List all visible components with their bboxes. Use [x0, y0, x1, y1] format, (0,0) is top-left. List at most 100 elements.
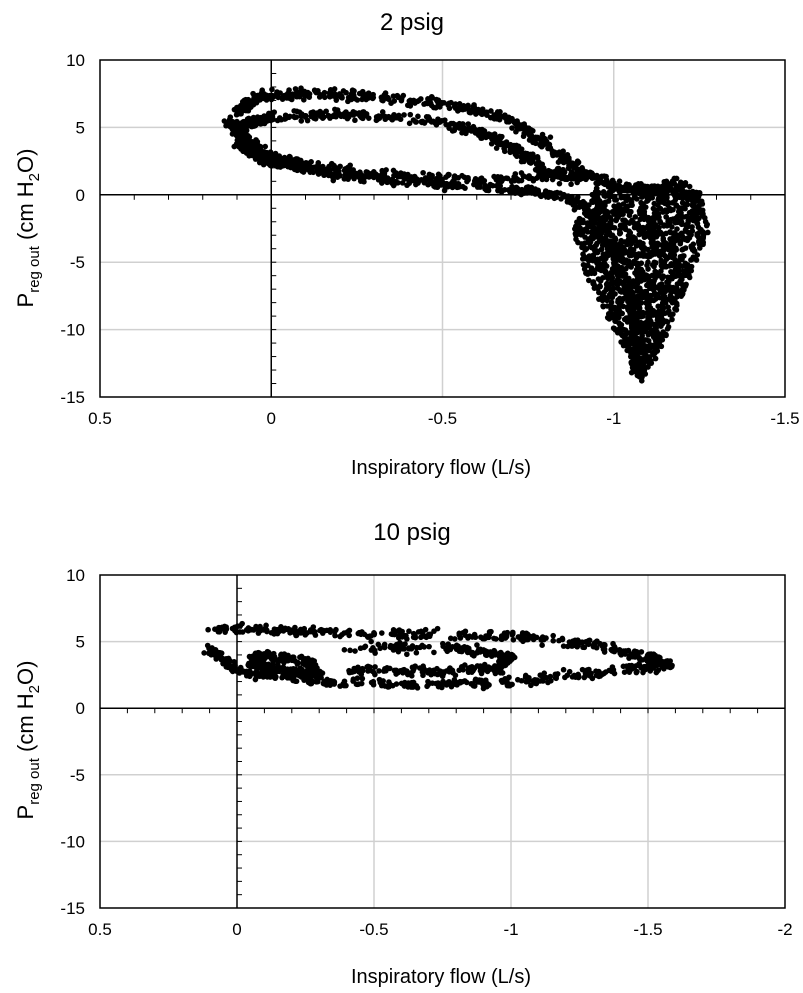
scatter-point [294, 167, 301, 174]
scatter-point [605, 225, 611, 232]
scatter-point [283, 626, 290, 633]
scatter-point [484, 112, 490, 118]
scatter-point [626, 317, 633, 323]
scatter-point [558, 155, 564, 162]
scatter-point [674, 226, 680, 232]
scatter-point [287, 113, 293, 120]
scatter-point [664, 284, 671, 290]
scatter-point [390, 93, 397, 99]
scatter-point [593, 185, 600, 192]
scatter-point [346, 632, 352, 639]
scatter-point [686, 209, 693, 216]
scatter-point [278, 624, 284, 630]
y-tick-label: 5 [76, 633, 85, 652]
scatter-point [625, 294, 631, 301]
scatter-point [633, 669, 640, 676]
scatter-point [335, 110, 342, 116]
scatter-point [539, 642, 545, 648]
scatter-point [302, 632, 309, 638]
scatter-point [663, 256, 670, 262]
scatter-point [610, 291, 617, 297]
scatter-point [631, 309, 638, 315]
scatter-point [260, 157, 266, 163]
scatter-point [331, 86, 338, 92]
scatter-point [356, 110, 362, 116]
y-tick-label: -15 [60, 899, 85, 918]
scatter-point [680, 253, 686, 259]
scatter-point [421, 179, 428, 186]
scatter-point [427, 180, 434, 187]
scatter-point [407, 111, 414, 118]
scatter-point [608, 238, 615, 245]
scatter-point [379, 109, 386, 115]
scatter-point [689, 224, 695, 230]
y-label-unit-pre: (cm H [13, 181, 38, 240]
scatter-point [648, 188, 654, 194]
scatter-point [682, 180, 689, 186]
scatter-point [636, 188, 643, 194]
scatter-point [341, 678, 348, 685]
scatter-point [420, 663, 426, 670]
scatter-point [535, 187, 541, 194]
scatter-point [510, 652, 516, 659]
scatter-point [350, 172, 356, 179]
scatter-point [302, 161, 309, 168]
scatter-point [482, 635, 489, 641]
scatter-point [336, 173, 343, 179]
scatter-point [420, 672, 426, 679]
scatter-point [624, 305, 631, 312]
scatter-point [343, 682, 349, 689]
scatter-point [631, 224, 638, 231]
scatter-point [566, 668, 573, 675]
scatter-point [658, 268, 664, 274]
scatter-point [595, 258, 602, 264]
scatter-point [609, 177, 616, 184]
scatter-point [608, 286, 615, 293]
scatter-point [310, 624, 317, 630]
scatter-point [272, 158, 279, 165]
scatter-point [616, 295, 623, 302]
scatter-point [682, 283, 689, 289]
scatter-point [598, 246, 605, 253]
scatter-point [528, 682, 534, 689]
scatter-point [583, 270, 589, 276]
grid-lines [100, 575, 785, 908]
scatter-point [684, 195, 691, 202]
scatter-point [312, 673, 318, 679]
scatter-point [545, 141, 551, 148]
x-axis-label: Inspiratory flow (L/s) [351, 457, 531, 479]
x-tick-label: -1.5 [633, 920, 662, 939]
scatter-point [682, 205, 688, 212]
scatter-point [379, 630, 385, 636]
scatter-point [206, 649, 213, 656]
scatter-point [452, 101, 459, 107]
scatter-point [253, 623, 259, 630]
scatter-point [588, 670, 594, 677]
scatter-point [661, 293, 668, 300]
scatter-point [611, 225, 618, 231]
scatter-point [601, 193, 608, 199]
scatter-point [629, 327, 636, 334]
y-tick-label: 0 [76, 699, 85, 718]
scatter-point [594, 202, 601, 208]
scatter-point [499, 678, 506, 684]
scatter-point [632, 361, 639, 367]
scatter-point [611, 325, 618, 332]
scatter-point [489, 651, 496, 658]
scatter-point [588, 265, 595, 271]
scatter-point [634, 372, 641, 379]
scatter-point [618, 194, 625, 201]
scatter-point [625, 197, 632, 203]
scatter-point [629, 340, 636, 347]
scatter-point [456, 630, 463, 637]
scatter-point [614, 266, 620, 273]
scatter-point [664, 194, 670, 201]
scatter-point [584, 173, 591, 180]
plot-frame [99, 574, 786, 909]
scatter-point [572, 226, 578, 232]
scatter-point [398, 97, 405, 104]
scatter-point [277, 90, 283, 96]
scatter-point [286, 656, 293, 663]
scatter-point [577, 225, 583, 231]
scatter-point [361, 631, 368, 638]
